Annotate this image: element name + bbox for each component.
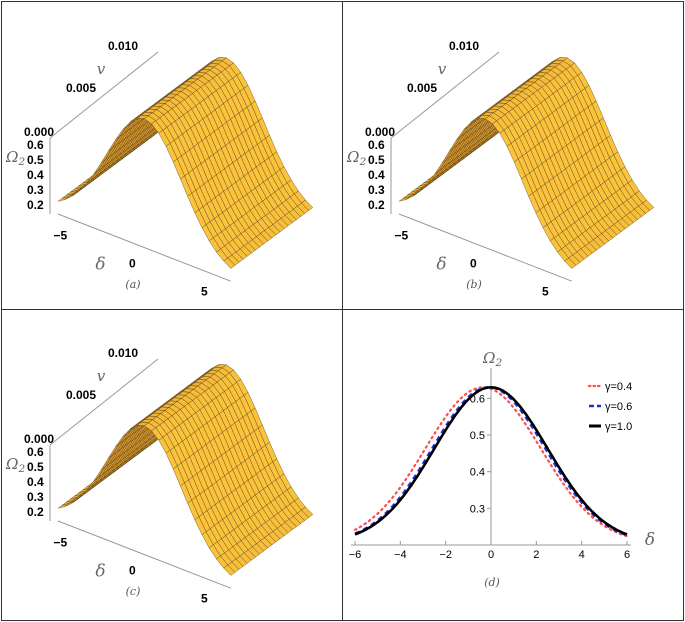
v-tick-label: 0.010: [108, 39, 138, 53]
legend-entry: γ=1.0: [605, 421, 632, 433]
x-tick-label: 0: [488, 549, 494, 561]
delta-axis-label: δ: [95, 255, 105, 275]
delta-tick-label: 5: [201, 285, 208, 299]
z-tick-label: 0.6: [27, 445, 44, 459]
delta-axis-line: [57, 213, 231, 282]
delta-tick-label: 0: [470, 257, 477, 271]
panel-label: (b): [466, 278, 482, 291]
panel-label: (c): [126, 585, 141, 598]
v-axis-line: [49, 358, 159, 446]
x-tick-label: −4: [394, 549, 407, 561]
series-line-3: [354, 385, 628, 536]
v-axis-line: [390, 51, 500, 139]
delta-tick-label: 0: [129, 564, 136, 578]
v-tick-label: 0.000: [24, 432, 54, 446]
z-tick-label: 0.3: [368, 183, 385, 197]
surface-cell: [564, 257, 577, 269]
v-tick-label: 0.000: [24, 125, 54, 139]
z-tick-label: 0.5: [27, 460, 44, 474]
delta-tick-label: 5: [542, 285, 549, 299]
y-tick-label: 0.5: [470, 430, 485, 442]
y-tick-label: 0.4: [470, 467, 485, 479]
delta-axis-line: [398, 213, 572, 282]
legend-entry: γ=0.4: [605, 381, 632, 393]
omega-axis-label: Ω2: [5, 148, 25, 168]
z-tick-label: 0.4: [27, 168, 44, 182]
z-tick-label: 0.5: [27, 153, 44, 167]
delta-axis-label: δ: [95, 562, 105, 582]
line-chart-panel-d: −6 −4 −2 0 2 4 6 0.3 0.4 0.5 0.6 Ω2 δ (d) γ=0.4 γ=0.6 γ=…: [349, 349, 655, 589]
z-tick-label: 0.5: [368, 153, 385, 167]
v-tick-label: 0.005: [66, 81, 96, 95]
v-tick-label: 0.005: [407, 81, 437, 95]
omega-axis-label: Ω2: [346, 148, 366, 168]
v-tick-label: 0.010: [108, 346, 138, 360]
omega-axis-label: Ω2: [5, 455, 25, 475]
v-axis-label: v: [97, 60, 106, 78]
v-axis-line: [49, 51, 159, 139]
y-tick-label: 0.3: [470, 503, 485, 515]
surface-cell: [223, 564, 236, 576]
v-axis-label: v: [97, 367, 106, 385]
omega-axis-label: Ω2: [482, 349, 502, 369]
series-line-2: [354, 386, 628, 537]
panel-label: (d): [484, 576, 500, 589]
x-tick-label: −6: [349, 549, 362, 561]
v-tick-label: 0.005: [66, 388, 96, 402]
v-tick-label: 0.010: [449, 39, 479, 53]
z-tick-label: 0.6: [368, 138, 385, 152]
delta-axis-line: [57, 520, 231, 589]
delta-tick-label: 0: [129, 257, 136, 271]
panel-label: (a): [125, 278, 140, 291]
z-tick-label: 0.3: [27, 490, 44, 504]
z-tick-label: 0.6: [27, 138, 44, 152]
x-tick-label: 2: [533, 549, 539, 561]
z-tick-label: 0.4: [368, 168, 385, 182]
x-tick-label: 4: [579, 549, 585, 561]
v-tick-label: 0.000: [365, 125, 395, 139]
z-tick-label: 0.2: [27, 505, 44, 519]
z-tick-label: 0.4: [27, 475, 44, 489]
x-tick-label: 6: [624, 549, 630, 561]
delta-tick-label: −5: [54, 536, 68, 550]
v-axis-label: v: [438, 60, 447, 78]
delta-axis-label: δ: [645, 530, 655, 550]
delta-tick-label: 5: [201, 592, 208, 606]
panel-frame-d: [342, 309, 684, 621]
legend-entry: γ=0.6: [605, 401, 632, 413]
z-tick-label: 0.2: [368, 198, 385, 212]
delta-tick-label: −5: [54, 229, 68, 243]
x-tick-label: −2: [439, 549, 452, 561]
surface-cell: [223, 257, 236, 269]
delta-tick-label: −5: [395, 229, 409, 243]
series-line-1: [353, 386, 629, 538]
z-tick-label: 0.2: [27, 198, 44, 212]
delta-axis-label: δ: [436, 255, 446, 275]
y-tick-label: 0.6: [470, 393, 485, 405]
z-tick-label: 0.3: [27, 183, 44, 197]
